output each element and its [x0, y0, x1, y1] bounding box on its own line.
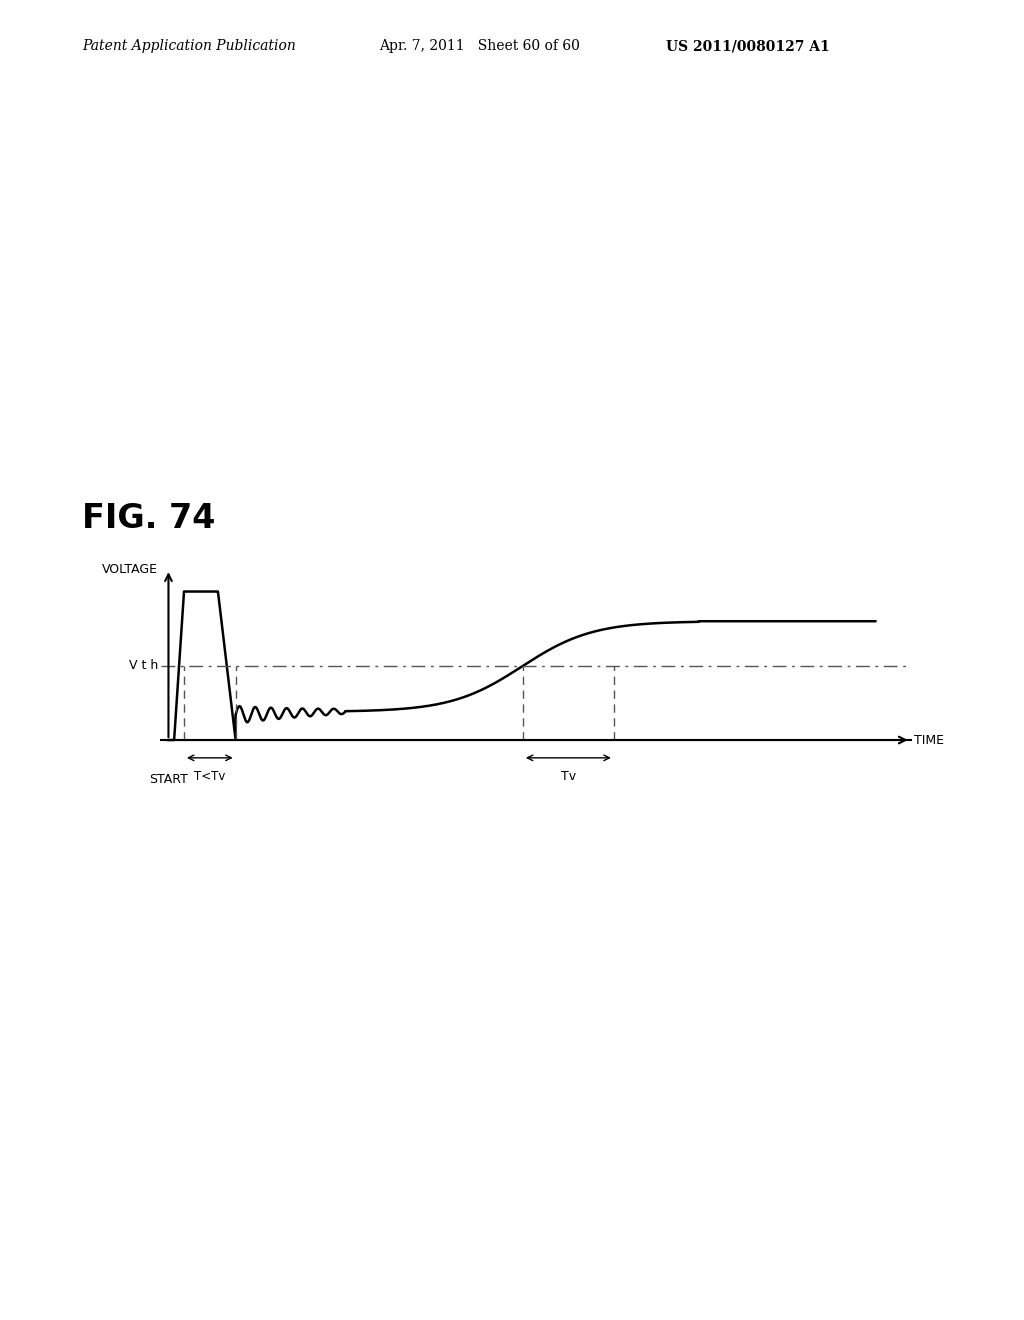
Text: US 2011/0080127 A1: US 2011/0080127 A1: [666, 40, 829, 53]
Text: START: START: [150, 772, 187, 785]
Text: Tv: Tv: [561, 770, 575, 783]
Text: V t h: V t h: [129, 659, 158, 672]
Text: Apr. 7, 2011   Sheet 60 of 60: Apr. 7, 2011 Sheet 60 of 60: [379, 40, 580, 53]
Text: VOLTAGE: VOLTAGE: [101, 562, 158, 576]
Text: Patent Application Publication: Patent Application Publication: [82, 40, 296, 53]
Text: TIME: TIME: [914, 734, 944, 747]
Text: FIG. 74: FIG. 74: [82, 502, 215, 535]
Text: T<Tv: T<Tv: [195, 770, 225, 783]
